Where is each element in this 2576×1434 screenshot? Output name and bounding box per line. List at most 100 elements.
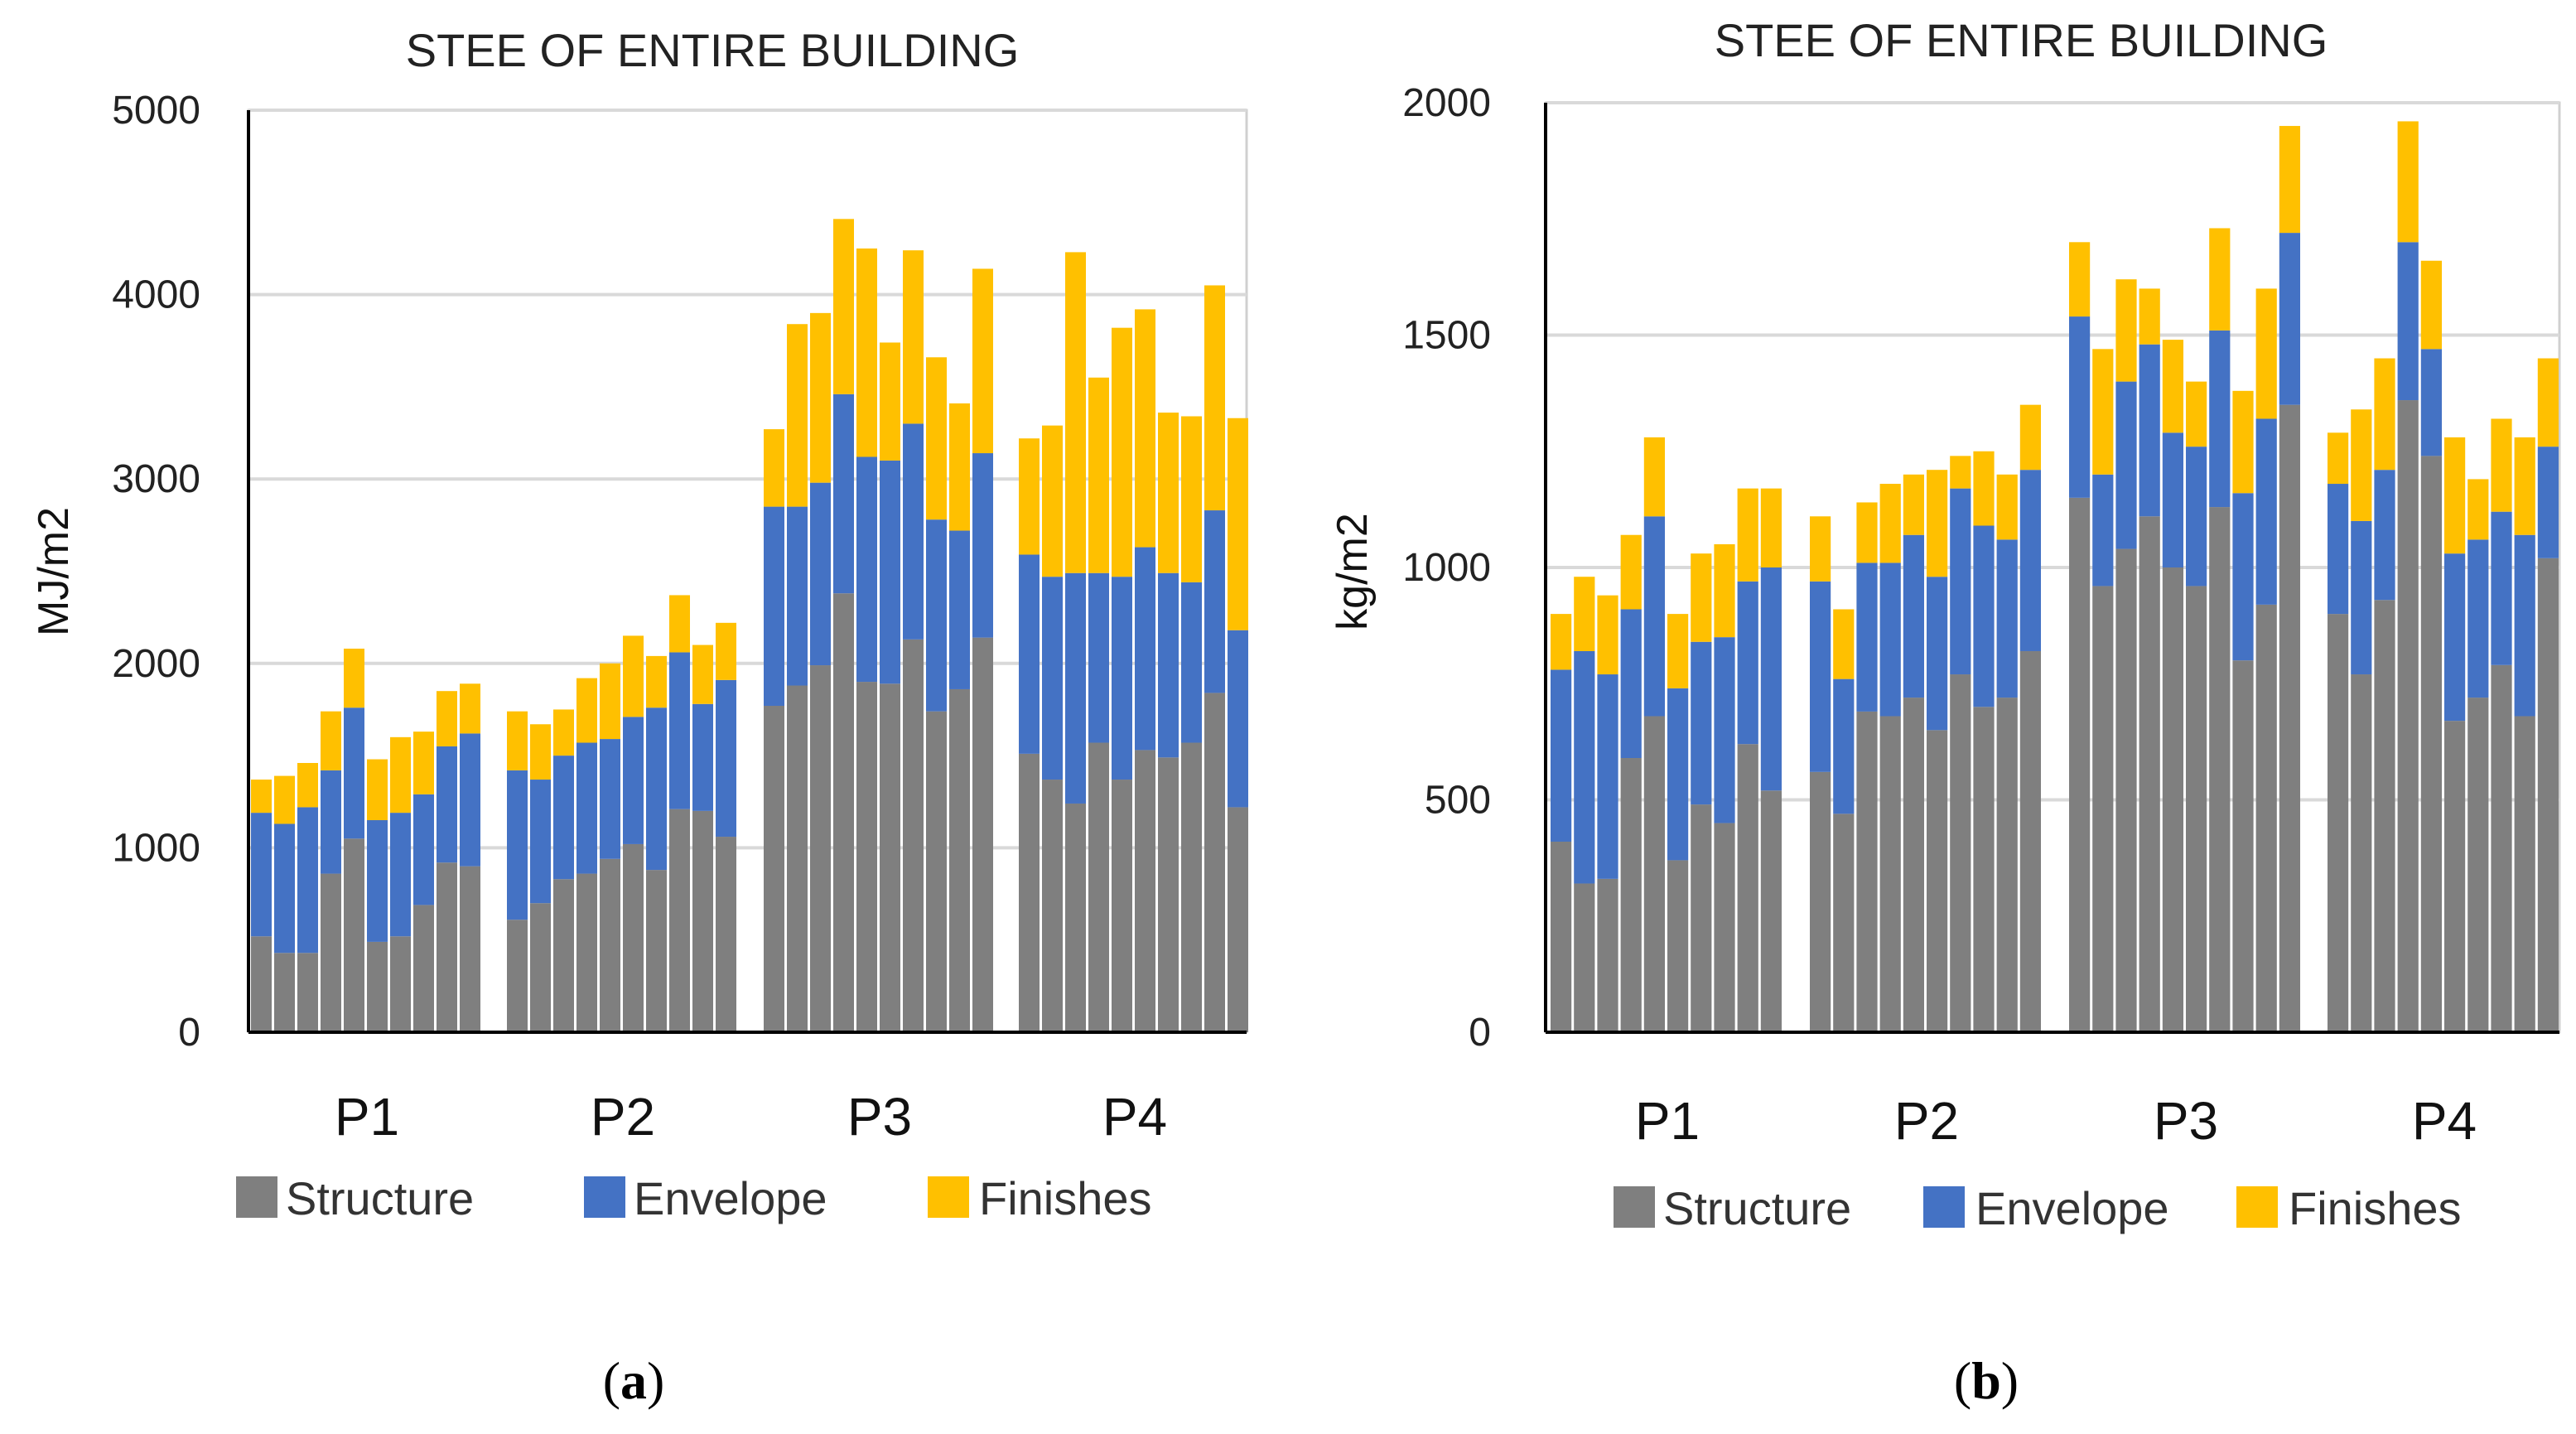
bar-p2-structure (2019, 650, 2041, 1032)
bar-p1-envelope (1620, 609, 1642, 759)
bar-p1-structure (367, 941, 388, 1032)
bar-p3-envelope (926, 519, 947, 712)
bar-p3-structure (2279, 404, 2300, 1032)
y-axis-title: MJ/m2 (30, 507, 78, 636)
bar-p3-envelope (810, 482, 831, 666)
bar-p4-envelope (2420, 349, 2442, 456)
bar-p1-envelope (437, 746, 457, 863)
bar-p2-structure (646, 870, 667, 1032)
bar-p1-structure (297, 953, 318, 1032)
bar-p3-envelope (2279, 233, 2300, 405)
category-label: P1 (335, 1087, 399, 1147)
legend-label-structure: Structure (1663, 1182, 1851, 1234)
bar-p1-finishes (297, 763, 318, 808)
bar-p1-structure (1643, 716, 1665, 1032)
bar-p2-envelope (576, 742, 597, 874)
bar-p2-envelope (692, 703, 713, 811)
y-tick-label: 1000 (1402, 546, 1491, 590)
bar-p1-structure (1574, 883, 1595, 1032)
bar-p2-structure (530, 903, 551, 1032)
bar-p1-envelope (274, 823, 295, 954)
bar-p4-envelope (2444, 553, 2466, 722)
bar-p2-structure (1856, 711, 1878, 1032)
category-label: P4 (2412, 1091, 2477, 1151)
bar-p4-envelope (2491, 511, 2512, 665)
bar-p1-structure (274, 953, 295, 1032)
bar-p2-finishes (1973, 451, 1995, 526)
legend-label-envelope: Envelope (1975, 1182, 2169, 1234)
legend-swatch-finishes (2236, 1186, 2278, 1228)
bar-p3-structure (787, 685, 808, 1032)
bar-p2-structure (1950, 674, 1971, 1032)
bar-p4-envelope (2351, 520, 2372, 675)
bar-p3-envelope (903, 423, 924, 640)
bar-p1-finishes (1574, 577, 1595, 651)
bar-p1-envelope (1691, 641, 1712, 805)
bar-p4-finishes (2420, 260, 2442, 350)
bar-p2-structure (507, 920, 528, 1032)
bar-p4-finishes (1065, 252, 1086, 573)
bar-p2-structure (1973, 707, 1995, 1032)
bar-p3-envelope (880, 460, 900, 684)
bar-p1-envelope (1760, 567, 1782, 791)
category-label: P2 (591, 1087, 655, 1147)
y-tick-label: 2000 (1402, 81, 1491, 125)
bar-p2-finishes (576, 678, 597, 743)
bar-p1-structure (1691, 804, 1712, 1032)
bar-p1-envelope (460, 733, 480, 867)
y-tick-label: 3000 (112, 457, 200, 501)
bar-p4-envelope (2397, 242, 2419, 401)
bar-p1-envelope (390, 813, 411, 937)
y-tick-label: 5000 (112, 89, 200, 133)
bar-p2-structure (1833, 814, 1855, 1032)
chart-title: STEE OF ENTIRE BUILDING (406, 24, 1020, 76)
bar-p3-structure (2092, 586, 2114, 1032)
bar-p3-structure (2255, 604, 2277, 1032)
bar-p3-envelope (2255, 418, 2277, 605)
y-tick-label: 0 (1469, 1011, 1491, 1055)
bar-p3-structure (2162, 567, 2183, 1032)
bar-p4-structure (1019, 753, 1040, 1032)
bar-p4-finishes (1088, 377, 1109, 573)
bar-p3-finishes (2232, 390, 2254, 494)
bar-p3-finishes (833, 219, 854, 394)
bar-p2-finishes (1856, 502, 1878, 563)
bar-p3-finishes (972, 268, 993, 454)
category-label: P2 (1894, 1091, 1959, 1151)
y-tick-label: 0 (178, 1011, 200, 1055)
bar-p2-finishes (1810, 516, 1831, 582)
bar-p4-envelope (1042, 577, 1063, 780)
bar-p2-envelope (507, 770, 528, 920)
bar-p3-structure (833, 593, 854, 1032)
bar-p3-structure (856, 682, 877, 1032)
bar-p1-structure (1714, 823, 1735, 1032)
bar-p2-structure (1996, 698, 2018, 1032)
bar-p1-finishes (1643, 437, 1665, 517)
bar-p3-finishes (2115, 279, 2137, 382)
bar-p3-structure (2232, 660, 2254, 1032)
bar-p3-structure (764, 705, 784, 1032)
bar-p4-structure (1204, 693, 1225, 1032)
bar-p1-finishes (1714, 543, 1735, 638)
bar-p1-finishes (1760, 488, 1782, 567)
bar-p1-finishes (1620, 534, 1642, 610)
bar-p2-finishes (692, 645, 713, 704)
bar-p1-envelope (1574, 650, 1595, 884)
bar-p4-structure (1042, 780, 1063, 1032)
bar-p2-structure (600, 858, 620, 1032)
y-tick-label: 1000 (112, 826, 200, 870)
bar-p3-finishes (903, 250, 924, 424)
bar-p4-envelope (1228, 630, 1248, 808)
bar-p1-envelope (297, 807, 318, 954)
legend-swatch-envelope (584, 1176, 625, 1218)
bar-p4-finishes (1019, 438, 1040, 555)
bar-p4-structure (1158, 757, 1179, 1032)
bar-p3-structure (2209, 507, 2231, 1032)
bar-p2-envelope (1903, 534, 1924, 698)
bar-p4-structure (2491, 664, 2512, 1032)
bar-p3-finishes (2255, 288, 2277, 419)
bar-p4-envelope (1204, 510, 1225, 693)
bar-p4-finishes (1204, 285, 1225, 511)
bar-p2-envelope (2019, 470, 2041, 651)
